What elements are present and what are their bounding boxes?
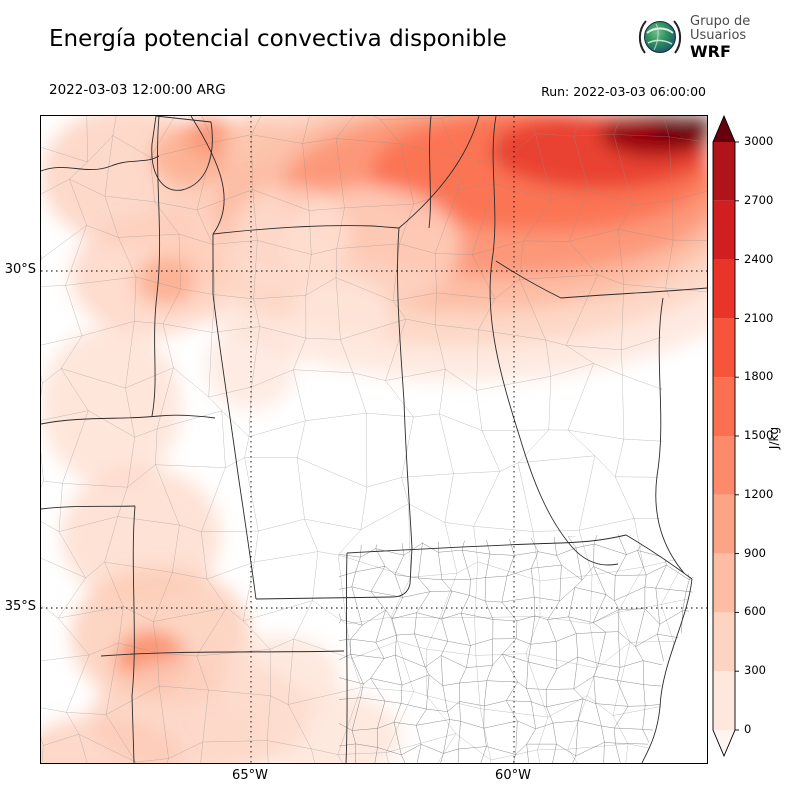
colorbar-tick-label: 1500 (744, 428, 774, 442)
colorbar-tick-label: 3000 (744, 134, 774, 148)
lon-tick-65w: 65°W (232, 768, 268, 783)
colorbar-tick-label: 1200 (744, 487, 774, 501)
wrf-group-logo: Grupo de Usuarios WRF (636, 14, 750, 62)
page-title: Energía potencial convectiva disponible (49, 26, 507, 52)
colorbar-tick-label: 0 (744, 722, 752, 736)
colorbar-tick-label: 2400 (744, 252, 774, 266)
cape-colorbar: 3000 2700 2400 2100 1800 1500 1200 900 6… (712, 114, 800, 770)
valid-time-label: 2022-03-03 12:00:00 ARG (49, 82, 226, 98)
logo-org-line2: Usuarios (690, 28, 747, 44)
logo-wrf-label: WRF (690, 41, 731, 61)
colorbar-unit-label: J/kg (767, 426, 781, 450)
cape-map (41, 116, 707, 766)
colorbar-tick-label: 600 (744, 604, 766, 618)
colorbar-tick-label: 2100 (744, 311, 774, 325)
colorbar-tick-label: 300 (744, 663, 766, 677)
graticule-gridlines (41, 116, 707, 763)
colorbar-tick-label: 900 (744, 546, 766, 560)
run-time-label: Run: 2022-03-03 06:00:00 (541, 84, 706, 99)
colorbar-tick-label: 2700 (744, 193, 774, 207)
colorbar-tick-label: 1800 (744, 369, 774, 383)
logo-org-line1: Grupo de (690, 14, 751, 30)
colorbar-scale (712, 114, 739, 758)
map-canvas (40, 115, 708, 766)
lat-tick-35s: 35°S (4, 599, 36, 614)
province-borders (41, 116, 707, 763)
globe-logo-icon (638, 20, 682, 54)
department-boundaries-mesh (41, 116, 707, 763)
lon-tick-60w: 60°W (495, 768, 531, 783)
lat-tick-30s: 30°S (4, 262, 36, 277)
